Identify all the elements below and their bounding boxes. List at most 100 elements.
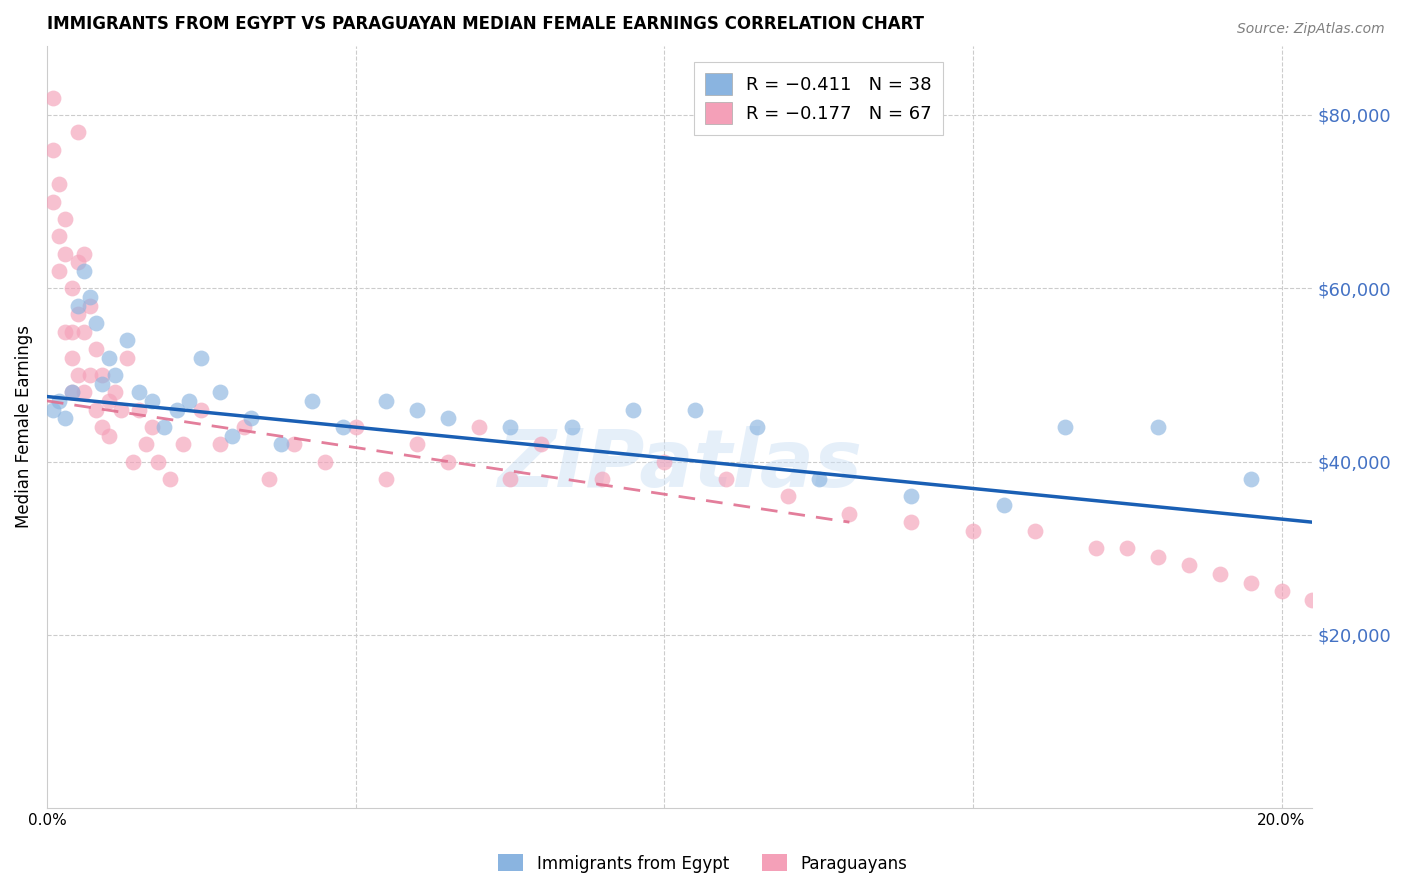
Legend: R = −0.411   N = 38, R = −0.177   N = 67: R = −0.411 N = 38, R = −0.177 N = 67 [695, 62, 942, 136]
Text: Source: ZipAtlas.com: Source: ZipAtlas.com [1237, 22, 1385, 37]
Point [60, 385, 83, 400]
Point [166, 402, 188, 417]
Point [84, 316, 107, 330]
Point [115, 351, 138, 365]
Point [375, 472, 398, 486]
Point [177, 393, 200, 408]
Point [838, 507, 860, 521]
Point [1240, 575, 1263, 590]
Point [60, 325, 83, 339]
Point [332, 420, 354, 434]
Point [60, 385, 83, 400]
Point [122, 454, 145, 468]
Point [42, 90, 65, 104]
Point [344, 420, 367, 434]
Point [97, 428, 120, 442]
Point [561, 420, 583, 434]
Point [55, 411, 77, 425]
Point [745, 420, 768, 434]
Point [270, 437, 292, 451]
Point [499, 420, 522, 434]
Point [79, 290, 101, 304]
Point [146, 454, 169, 468]
Point [499, 472, 522, 486]
Point [153, 420, 176, 434]
Point [239, 411, 262, 425]
Point [1147, 420, 1170, 434]
Point [1209, 567, 1232, 582]
Point [91, 420, 114, 434]
Point [55, 246, 77, 260]
Point [437, 411, 460, 425]
Point [221, 428, 243, 442]
Point [900, 515, 922, 529]
Point [48, 229, 70, 244]
Point [283, 437, 305, 451]
Point [652, 454, 675, 468]
Point [1085, 541, 1108, 556]
Text: ZIPatlas: ZIPatlas [498, 426, 862, 504]
Point [592, 472, 614, 486]
Point [66, 368, 89, 382]
Point [66, 255, 89, 269]
Point [55, 211, 77, 226]
Point [135, 437, 157, 451]
Point [1270, 584, 1292, 599]
Point [172, 437, 194, 451]
Point [42, 143, 65, 157]
Point [406, 437, 429, 451]
Point [437, 454, 460, 468]
Point [79, 299, 101, 313]
Legend: Immigrants from Egypt, Paraguayans: Immigrants from Egypt, Paraguayans [492, 847, 914, 880]
Point [55, 325, 77, 339]
Point [110, 402, 132, 417]
Point [962, 524, 984, 538]
Point [66, 307, 89, 321]
Point [1240, 472, 1263, 486]
Point [104, 385, 127, 400]
Point [314, 454, 336, 468]
Point [66, 125, 89, 139]
Point [1147, 549, 1170, 564]
Point [406, 402, 429, 417]
Point [73, 385, 96, 400]
Point [42, 194, 65, 209]
Point [900, 489, 922, 503]
Point [190, 402, 212, 417]
Point [1178, 558, 1201, 573]
Point [1024, 524, 1046, 538]
Point [233, 420, 256, 434]
Point [79, 368, 101, 382]
Point [1054, 420, 1077, 434]
Point [115, 333, 138, 347]
Point [91, 376, 114, 391]
Point [66, 299, 89, 313]
Point [141, 393, 163, 408]
Point [48, 264, 70, 278]
Point [60, 281, 83, 295]
Point [190, 351, 212, 365]
Point [530, 437, 553, 451]
Point [141, 420, 163, 434]
Point [208, 385, 231, 400]
Point [208, 437, 231, 451]
Point [128, 385, 150, 400]
Point [84, 402, 107, 417]
Point [48, 393, 70, 408]
Point [683, 402, 706, 417]
Point [1116, 541, 1139, 556]
Point [776, 489, 799, 503]
Point [807, 472, 830, 486]
Point [159, 472, 181, 486]
Text: IMMIGRANTS FROM EGYPT VS PARAGUAYAN MEDIAN FEMALE EARNINGS CORRELATION CHART: IMMIGRANTS FROM EGYPT VS PARAGUAYAN MEDI… [46, 15, 924, 33]
Point [468, 420, 491, 434]
Point [97, 393, 120, 408]
Point [73, 325, 96, 339]
Point [84, 342, 107, 356]
Point [48, 178, 70, 192]
Point [97, 351, 120, 365]
Point [257, 472, 280, 486]
Point [128, 402, 150, 417]
Point [714, 472, 737, 486]
Point [1301, 593, 1323, 607]
